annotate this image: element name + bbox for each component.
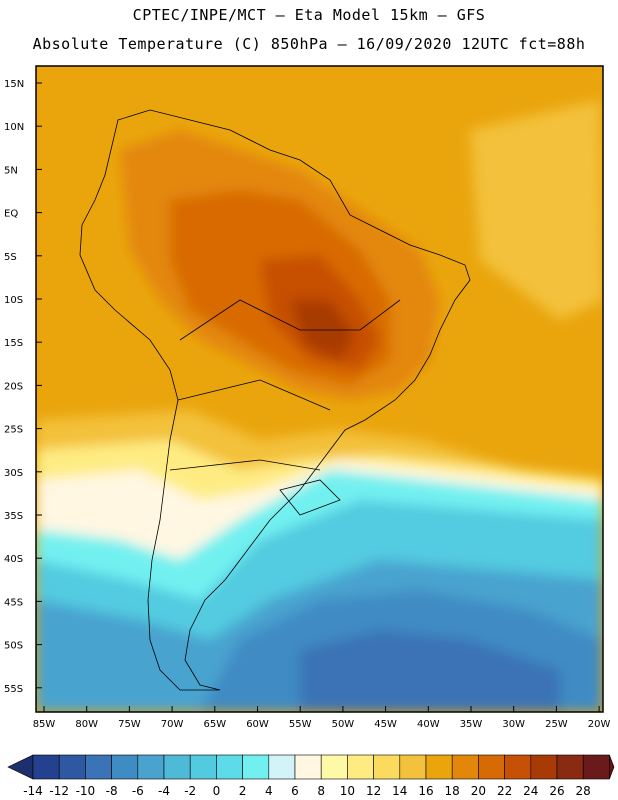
colorbar-label: -12: [49, 784, 69, 798]
lat-tick-label: 35S: [4, 511, 23, 522]
lon-tick-label: 40W: [417, 719, 440, 730]
map-frame: [35, 65, 604, 713]
lat-tick-label: 5S: [4, 252, 17, 263]
colorbar-label: -6: [132, 784, 144, 798]
colorbar-swatch: [85, 754, 112, 780]
lon-tick-label: 60W: [246, 719, 269, 730]
colorbar-label: 24: [523, 784, 538, 798]
lat-tick-label: 15S: [4, 338, 23, 349]
colorbar-swatch: [137, 754, 165, 780]
lat-tick-label: 20S: [4, 381, 23, 392]
colorbar-label: -8: [106, 784, 118, 798]
colorbar-swatch: [504, 754, 532, 780]
lon-tick-label: 70W: [161, 719, 184, 730]
colorbar-label: 16: [418, 784, 433, 798]
lon-tick-label: 75W: [118, 719, 141, 730]
colorbar-swatch: [451, 754, 479, 780]
colorbar-swatch: [294, 754, 322, 780]
colorbar-label: -4: [158, 784, 170, 798]
colorbar-label: -2: [184, 784, 196, 798]
colorbar-swatch: [478, 754, 505, 780]
colorbar-swatch: [216, 754, 243, 780]
colorbar-label: 4: [265, 784, 273, 798]
latitude-axis: 15N 10N 5N EQ 5S 10S 15S 20S 25S 30S 35S 40S 45S 50S 5…: [4, 79, 42, 695]
colorbar-swatch: [32, 754, 60, 780]
lon-tick-label: 80W: [75, 719, 98, 730]
lat-tick-label: EQ: [4, 209, 18, 220]
lon-tick-label: 65W: [203, 719, 226, 730]
colorbar-swatch: [530, 754, 558, 780]
colorbar-label: 20: [471, 784, 486, 798]
lat-tick-label: 10S: [4, 295, 23, 306]
longitude-axis: 85W 80W 75W 70W 65W 60W 55W 50W 45W 40W 35W 30W 25W 2…: [33, 706, 611, 730]
colorbar-label: -10: [76, 784, 96, 798]
chart-title-line1: CPTEC/INPE/MCT – Eta Model 15km – GFS: [132, 6, 486, 24]
lon-tick-label: 85W: [33, 719, 56, 730]
colorbar-label: 0: [213, 784, 221, 798]
lon-tick-label: 55W: [289, 719, 312, 730]
lat-tick-label: 50S: [4, 641, 23, 652]
lon-tick-label: 50W: [332, 719, 355, 730]
temperature-field: [36, 66, 603, 712]
colorbar-swatch: [347, 754, 374, 780]
lon-tick-label: 35W: [460, 719, 483, 730]
colorbar-swatch: [320, 754, 348, 780]
colorbar-label: 26: [549, 784, 564, 798]
lon-tick-label: 25W: [545, 719, 568, 730]
colorbar-label: 2: [239, 784, 247, 798]
colorbar-swatch: [399, 754, 427, 780]
lat-tick-label: 10N: [4, 122, 24, 133]
colorbar-label: 14: [392, 784, 407, 798]
colorbar-swatch: [58, 754, 86, 780]
coastlines: [79, 109, 471, 691]
colorbar-swatch: [111, 754, 139, 780]
colorbar-swatch: [425, 754, 453, 780]
colorbar-label: 22: [497, 784, 512, 798]
colorbar-swatch: [582, 754, 610, 780]
chart-title-line2: Absolute Temperature (C) 850hPa – 16/09/…: [32, 35, 586, 53]
lon-tick-label: 45W: [374, 719, 397, 730]
lat-tick-label: 55S: [4, 684, 23, 695]
lat-tick-label: 15N: [4, 79, 24, 90]
colorbar-label: 18: [445, 784, 460, 798]
lat-tick-label: 45S: [4, 597, 23, 608]
lat-tick-label: 30S: [4, 468, 23, 479]
colorbar-label: 8: [317, 784, 325, 798]
colorbar-swatch: [556, 754, 584, 780]
colorbar-label: 6: [291, 784, 299, 798]
colorbar-swatch: [268, 754, 296, 780]
colorbar-label: 12: [366, 784, 381, 798]
colorbar-swatch: [189, 754, 217, 780]
colorbar-swatch: [373, 754, 401, 780]
lon-tick-label: 20W: [588, 719, 611, 730]
lat-tick-label: 25S: [4, 425, 23, 436]
colorbar-low-arrow: [7, 754, 34, 780]
colorbar-label: 10: [340, 784, 355, 798]
lat-tick-label: 40S: [4, 554, 23, 565]
lon-tick-label: 30W: [502, 719, 525, 730]
field-16-18: [470, 100, 603, 320]
colorbar-swatch: [242, 754, 270, 780]
colorbar-swatch: [163, 754, 191, 780]
colorbar-label: -14: [23, 784, 43, 798]
colorbar-label: 28: [576, 784, 591, 798]
colorbar-high-arrow: [609, 754, 615, 780]
lat-tick-label: 5N: [4, 165, 18, 176]
